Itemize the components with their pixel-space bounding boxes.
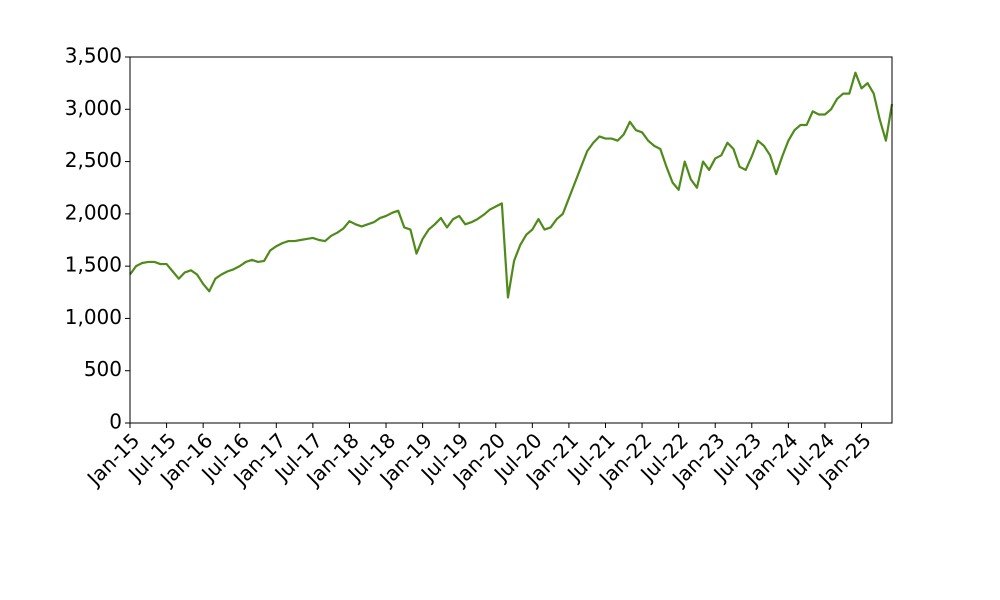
y-tick-label: 1,000 bbox=[65, 305, 122, 329]
y-tick-label: 3,000 bbox=[65, 96, 122, 120]
y-tick-label: 2,500 bbox=[65, 148, 122, 172]
y-tick-label: 500 bbox=[84, 357, 122, 381]
y-tick-label: 3,500 bbox=[65, 44, 122, 68]
y-tick-label: 0 bbox=[109, 410, 122, 434]
data-line bbox=[129, 71, 894, 299]
plot-frame bbox=[129, 56, 893, 424]
y-tick-label: 2,000 bbox=[65, 200, 122, 224]
y-tick-label: 1,500 bbox=[65, 253, 122, 277]
